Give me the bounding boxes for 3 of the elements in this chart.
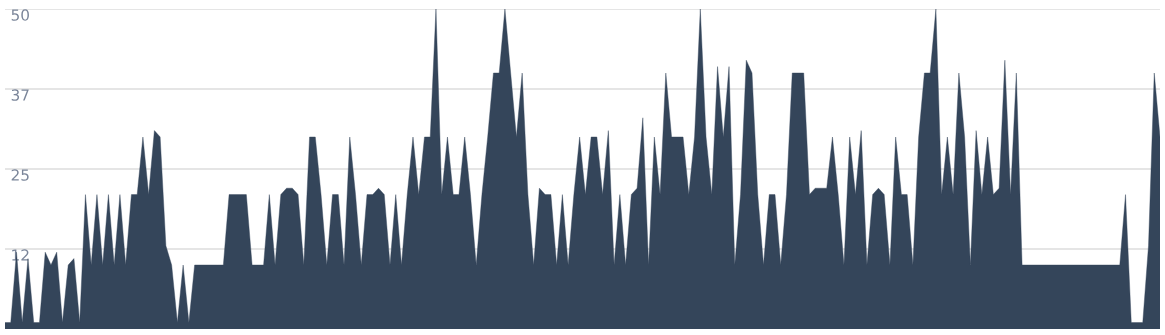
y-tick-label: 37	[11, 89, 29, 101]
y-tick-label: 25	[11, 169, 29, 181]
y-tick-label: 50	[11, 9, 29, 21]
